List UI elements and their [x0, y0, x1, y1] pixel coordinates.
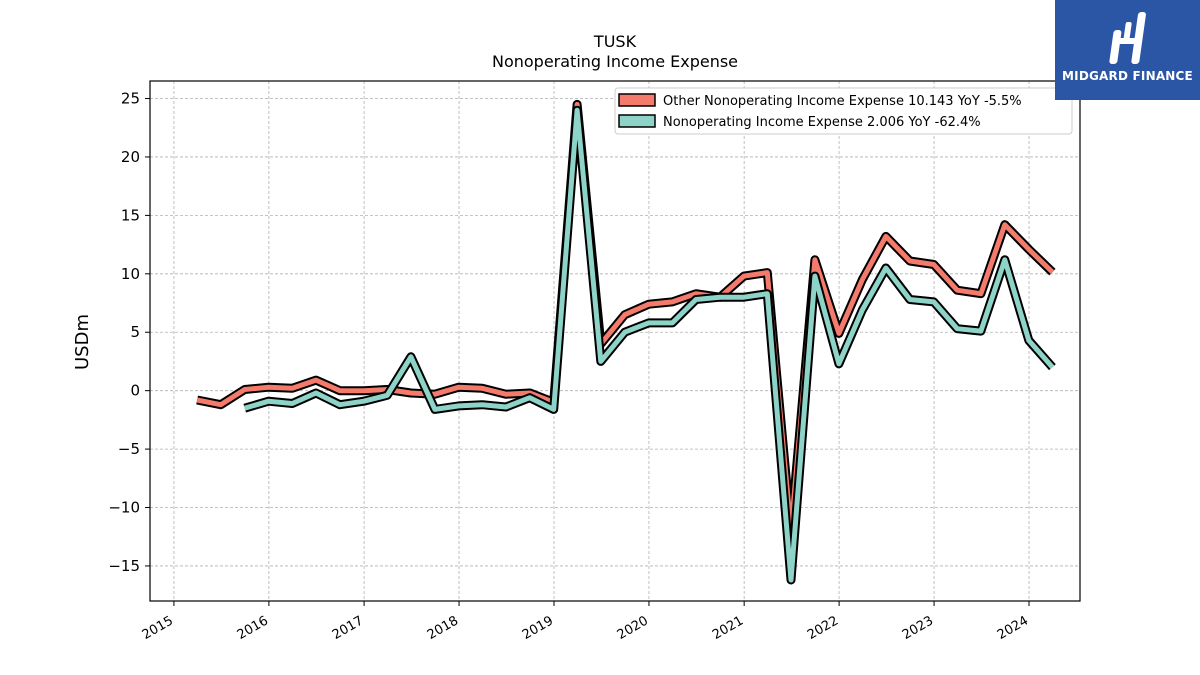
legend-swatch-nonoperating: [618, 114, 656, 128]
x-tick-label: 2017: [330, 613, 366, 643]
brand-logo: MIDGARD FINANCE: [1055, 0, 1200, 100]
logo-text: MIDGARD FINANCE: [1062, 69, 1193, 83]
x-tick-label: 2018: [425, 613, 461, 643]
plot-area: [149, 80, 1081, 602]
y-tick-label: 0: [130, 382, 140, 400]
y-axis-ticks: 25 20 15 10 5 0 −5 −10 −15: [108, 90, 150, 575]
legend: Other Nonoperating Income Expense 10.143…: [614, 87, 1073, 135]
logo-mark-icon: [1109, 12, 1146, 64]
y-tick-label: −15: [108, 557, 140, 575]
y-tick-label: 15: [121, 206, 140, 224]
y-tick-label: −10: [108, 499, 140, 517]
y-tick-label: 10: [121, 265, 140, 283]
y-tick-label: 5: [130, 323, 140, 341]
series-lines: [196, 99, 1056, 585]
x-tick-label: 2016: [235, 613, 271, 643]
y-tick-label: −5: [118, 440, 140, 458]
x-tick-label: 2021: [710, 613, 746, 643]
y-axis-label: USDm: [72, 314, 93, 370]
y-tick-label: 25: [121, 90, 140, 108]
chart-title: TUSK: [593, 32, 637, 51]
legend-label-nonoperating: Nonoperating Income Expense 2.006 YoY -6…: [663, 115, 981, 130]
x-axis-ticks: 2015 2016 2017 2018 2019 2020 2021 2022 2023 2024: [140, 601, 1031, 643]
y-tick-label: 20: [121, 148, 140, 166]
series-line-0: [196, 101, 1055, 534]
chart-subtitle: Nonoperating Income Expense: [492, 52, 738, 71]
x-tick-label: 2020: [615, 613, 651, 643]
legend-label-other-nonoperating: Other Nonoperating Income Expense 10.143…: [663, 94, 1022, 109]
legend-swatch-other-nonoperating: [618, 93, 656, 107]
series-line-1: [243, 107, 1055, 583]
x-tick-label: 2019: [520, 613, 556, 643]
series-outline-1: [243, 105, 1056, 585]
x-tick-label: 2024: [995, 613, 1031, 643]
x-tick-label: 2022: [805, 613, 841, 643]
x-tick-label: 2015: [140, 613, 176, 643]
legend-box: [614, 87, 1073, 135]
x-tick-label: 2023: [900, 613, 936, 643]
